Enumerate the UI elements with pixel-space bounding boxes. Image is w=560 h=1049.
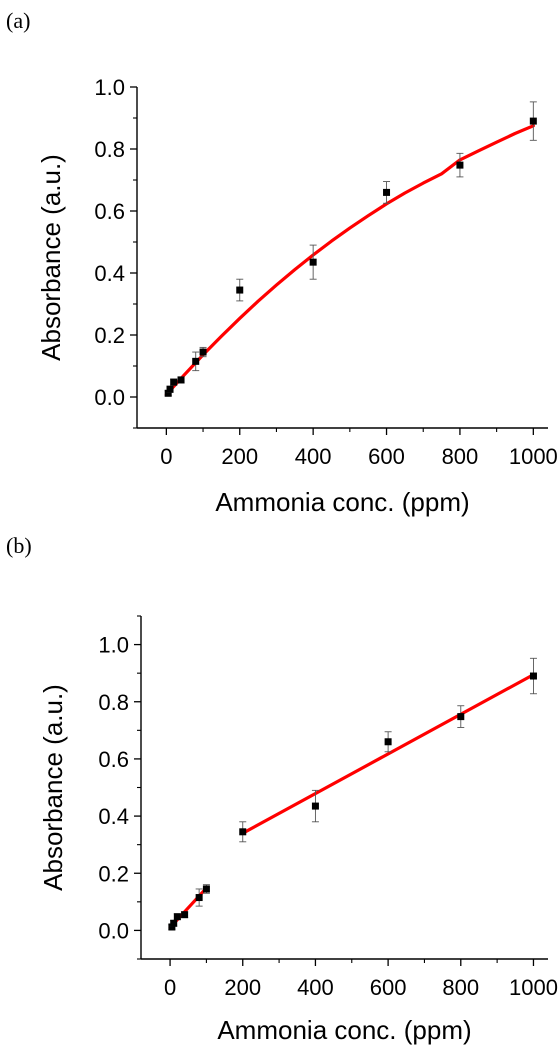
- panel-label-b: (b): [6, 533, 32, 558]
- x-tick-label: 400: [297, 975, 334, 1000]
- data-point: [170, 919, 178, 927]
- data-point: [529, 117, 537, 125]
- panel-a: (a) 0 200 400 600 800 1000 0.0 0.2 0.4 0.6 0.8 1.0 A…: [6, 8, 558, 517]
- data-point: [181, 911, 189, 919]
- y-tick-label: 0.0: [94, 385, 125, 410]
- data-point: [236, 286, 244, 294]
- data-point: [239, 828, 247, 836]
- data-point: [384, 738, 392, 746]
- y-tick-label: 0.2: [98, 861, 129, 886]
- x-axis-title: Ammonia conc. (ppm): [215, 487, 469, 517]
- x-tick-label: 0: [160, 444, 172, 469]
- data-point: [173, 913, 181, 921]
- data-point: [177, 376, 185, 384]
- data-point: [168, 923, 176, 931]
- data-point: [456, 161, 464, 169]
- x-tick-label: 1000: [509, 975, 558, 1000]
- panel-b: (b) 0 200 400 600 800 1000 0.0 0.2 0.4 0.6 0.8 1.0 A…: [0, 525, 560, 1049]
- data-point: [311, 802, 319, 810]
- y-tick-label: 0.8: [94, 137, 125, 162]
- data-point: [170, 378, 178, 386]
- data-point: [202, 885, 210, 893]
- y-axis-title: Absorbance (a.u.): [36, 154, 66, 361]
- data-point: [195, 894, 203, 902]
- y-tick-label: 0.8: [98, 690, 129, 715]
- x-tick-label: 200: [224, 975, 261, 1000]
- x-tick-label: 1000: [509, 444, 558, 469]
- data-point: [529, 672, 537, 680]
- data-point: [199, 348, 207, 356]
- y-tick-label: 0.4: [94, 261, 125, 286]
- data-point: [457, 713, 465, 721]
- x-tick-label: 600: [368, 444, 405, 469]
- y-tick-label: 0.6: [98, 747, 129, 772]
- x-tick-label: 800: [442, 444, 479, 469]
- y-tick-label: 0.6: [94, 199, 125, 224]
- x-axis-title: Ammonia conc. (ppm): [217, 1015, 471, 1045]
- fit-curve: [164, 124, 535, 397]
- x-tick-label: 0: [164, 975, 176, 1000]
- data-point: [164, 389, 172, 397]
- x-tick-label: 200: [221, 444, 258, 469]
- y-tick-label: 0.4: [98, 804, 129, 829]
- y-tick-label: 1.0: [98, 633, 129, 658]
- fit-curve: [241, 673, 536, 835]
- chart-a: 0 200 400 600 800 1000 0.0 0.2 0.4 0.6 0.8 1.0 Ammon…: [36, 75, 558, 517]
- y-tick-label: 1.0: [94, 75, 125, 100]
- data-point: [383, 188, 391, 196]
- data-point: [166, 385, 174, 393]
- x-tick-label: 600: [370, 975, 407, 1000]
- y-tick-label: 0.0: [98, 918, 129, 943]
- panel-label-a: (a): [6, 8, 31, 33]
- y-axis-title: Absorbance (a.u.): [38, 684, 68, 891]
- y-tick-label: 0.2: [94, 323, 125, 348]
- x-tick-label: 800: [442, 975, 479, 1000]
- data-point: [192, 357, 200, 365]
- data-point: [309, 258, 317, 266]
- x-tick-label: 400: [295, 444, 332, 469]
- chart-b: 0 200 400 600 800 1000 0.0 0.2 0.4 0.6 0.8 1.0 Ammon…: [38, 615, 558, 1045]
